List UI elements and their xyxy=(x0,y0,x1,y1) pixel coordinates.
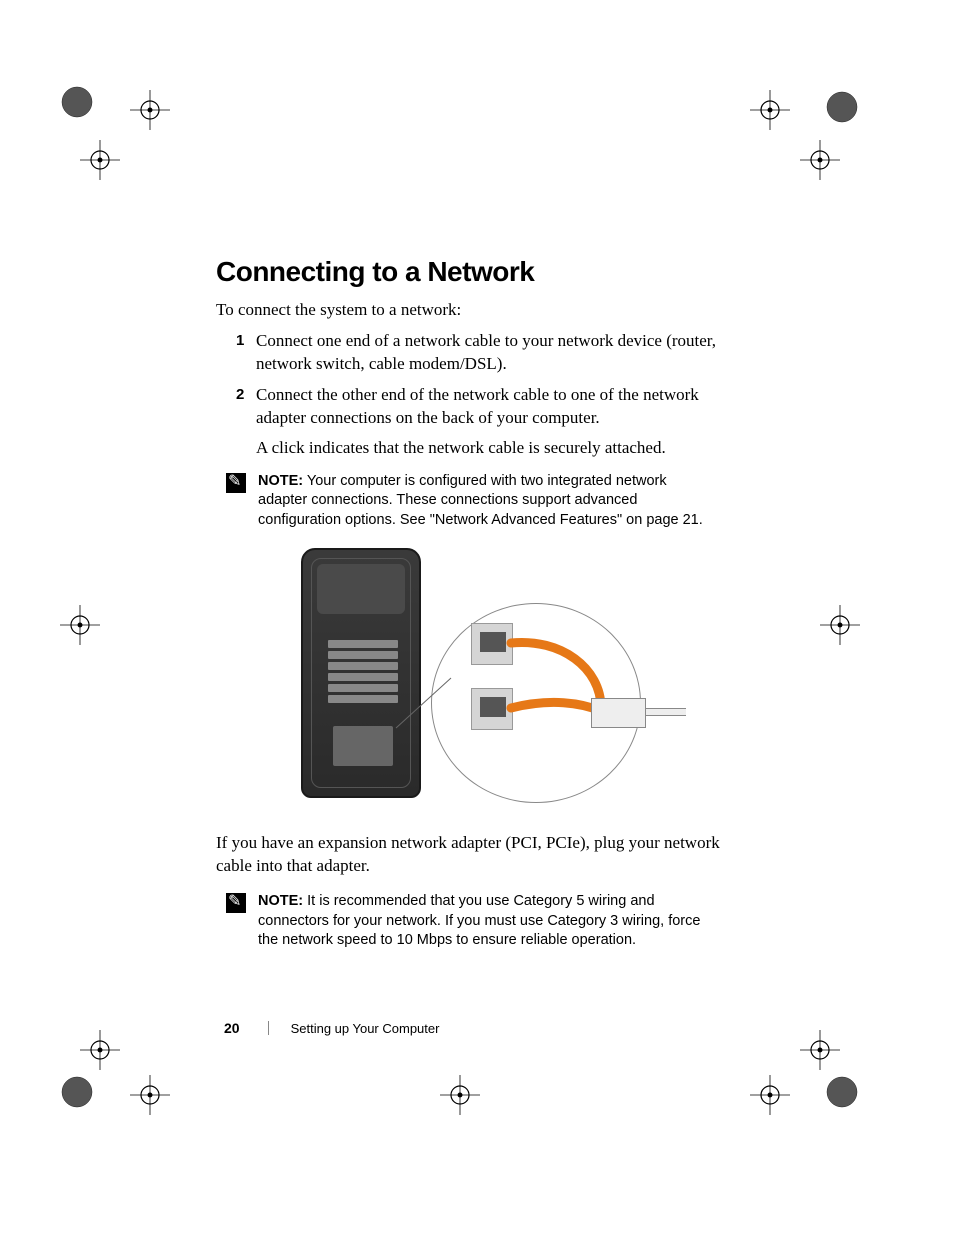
registration-cross-icon xyxy=(750,90,790,130)
registration-sphere-icon xyxy=(825,1075,859,1109)
page-number: 20 xyxy=(224,1020,240,1036)
note-body: Your computer is configured with two int… xyxy=(258,473,703,528)
registration-cross-icon xyxy=(820,605,860,645)
registration-cross-icon xyxy=(800,140,840,180)
page-footer: 20 Setting up Your Computer xyxy=(224,1020,439,1036)
list-item: 1 Connect one end of a network cable to … xyxy=(236,330,746,376)
registration-cross-icon xyxy=(80,140,120,180)
note-label: NOTE: xyxy=(258,473,303,489)
note-text: NOTE: Your computer is configured with t… xyxy=(258,472,718,531)
footer-divider xyxy=(268,1021,269,1035)
section-heading: Connecting to a Network xyxy=(216,256,746,288)
registration-cross-icon xyxy=(60,605,100,645)
registration-cross-icon xyxy=(750,1075,790,1115)
callout-line xyxy=(301,548,661,808)
note-pencil-icon xyxy=(226,893,246,913)
click-indicator-text: A click indicates that the network cable… xyxy=(256,438,746,458)
registration-cross-icon xyxy=(130,1075,170,1115)
registration-sphere-icon xyxy=(60,85,94,119)
section-name: Setting up Your Computer xyxy=(291,1021,440,1036)
note-pencil-icon xyxy=(226,473,246,493)
expansion-adapter-text: If you have an expansion network adapter… xyxy=(216,832,746,878)
registration-sphere-icon xyxy=(60,1075,94,1109)
steps-list: 1 Connect one end of a network cable to … xyxy=(216,330,746,430)
network-illustration xyxy=(301,548,661,808)
list-item: 2 Connect the other end of the network c… xyxy=(236,384,746,430)
note-block: NOTE: Your computer is configured with t… xyxy=(226,472,746,531)
note-text: NOTE: It is recommended that you use Cat… xyxy=(258,892,718,951)
step-text: Connect one end of a network cable to yo… xyxy=(256,330,746,376)
page-content: Connecting to a Network To connect the s… xyxy=(216,256,746,969)
intro-text: To connect the system to a network: xyxy=(216,300,746,320)
registration-cross-icon xyxy=(80,1030,120,1070)
registration-cross-icon xyxy=(130,90,170,130)
note-label: NOTE: xyxy=(258,893,303,909)
step-text: Connect the other end of the network cab… xyxy=(256,384,746,430)
step-number: 2 xyxy=(236,384,256,430)
note-body: It is recommended that you use Category … xyxy=(258,893,700,948)
registration-cross-icon xyxy=(440,1075,480,1115)
note-block: NOTE: It is recommended that you use Cat… xyxy=(226,892,746,951)
registration-cross-icon xyxy=(800,1030,840,1070)
step-number: 1 xyxy=(236,330,256,376)
registration-sphere-icon xyxy=(825,90,859,124)
